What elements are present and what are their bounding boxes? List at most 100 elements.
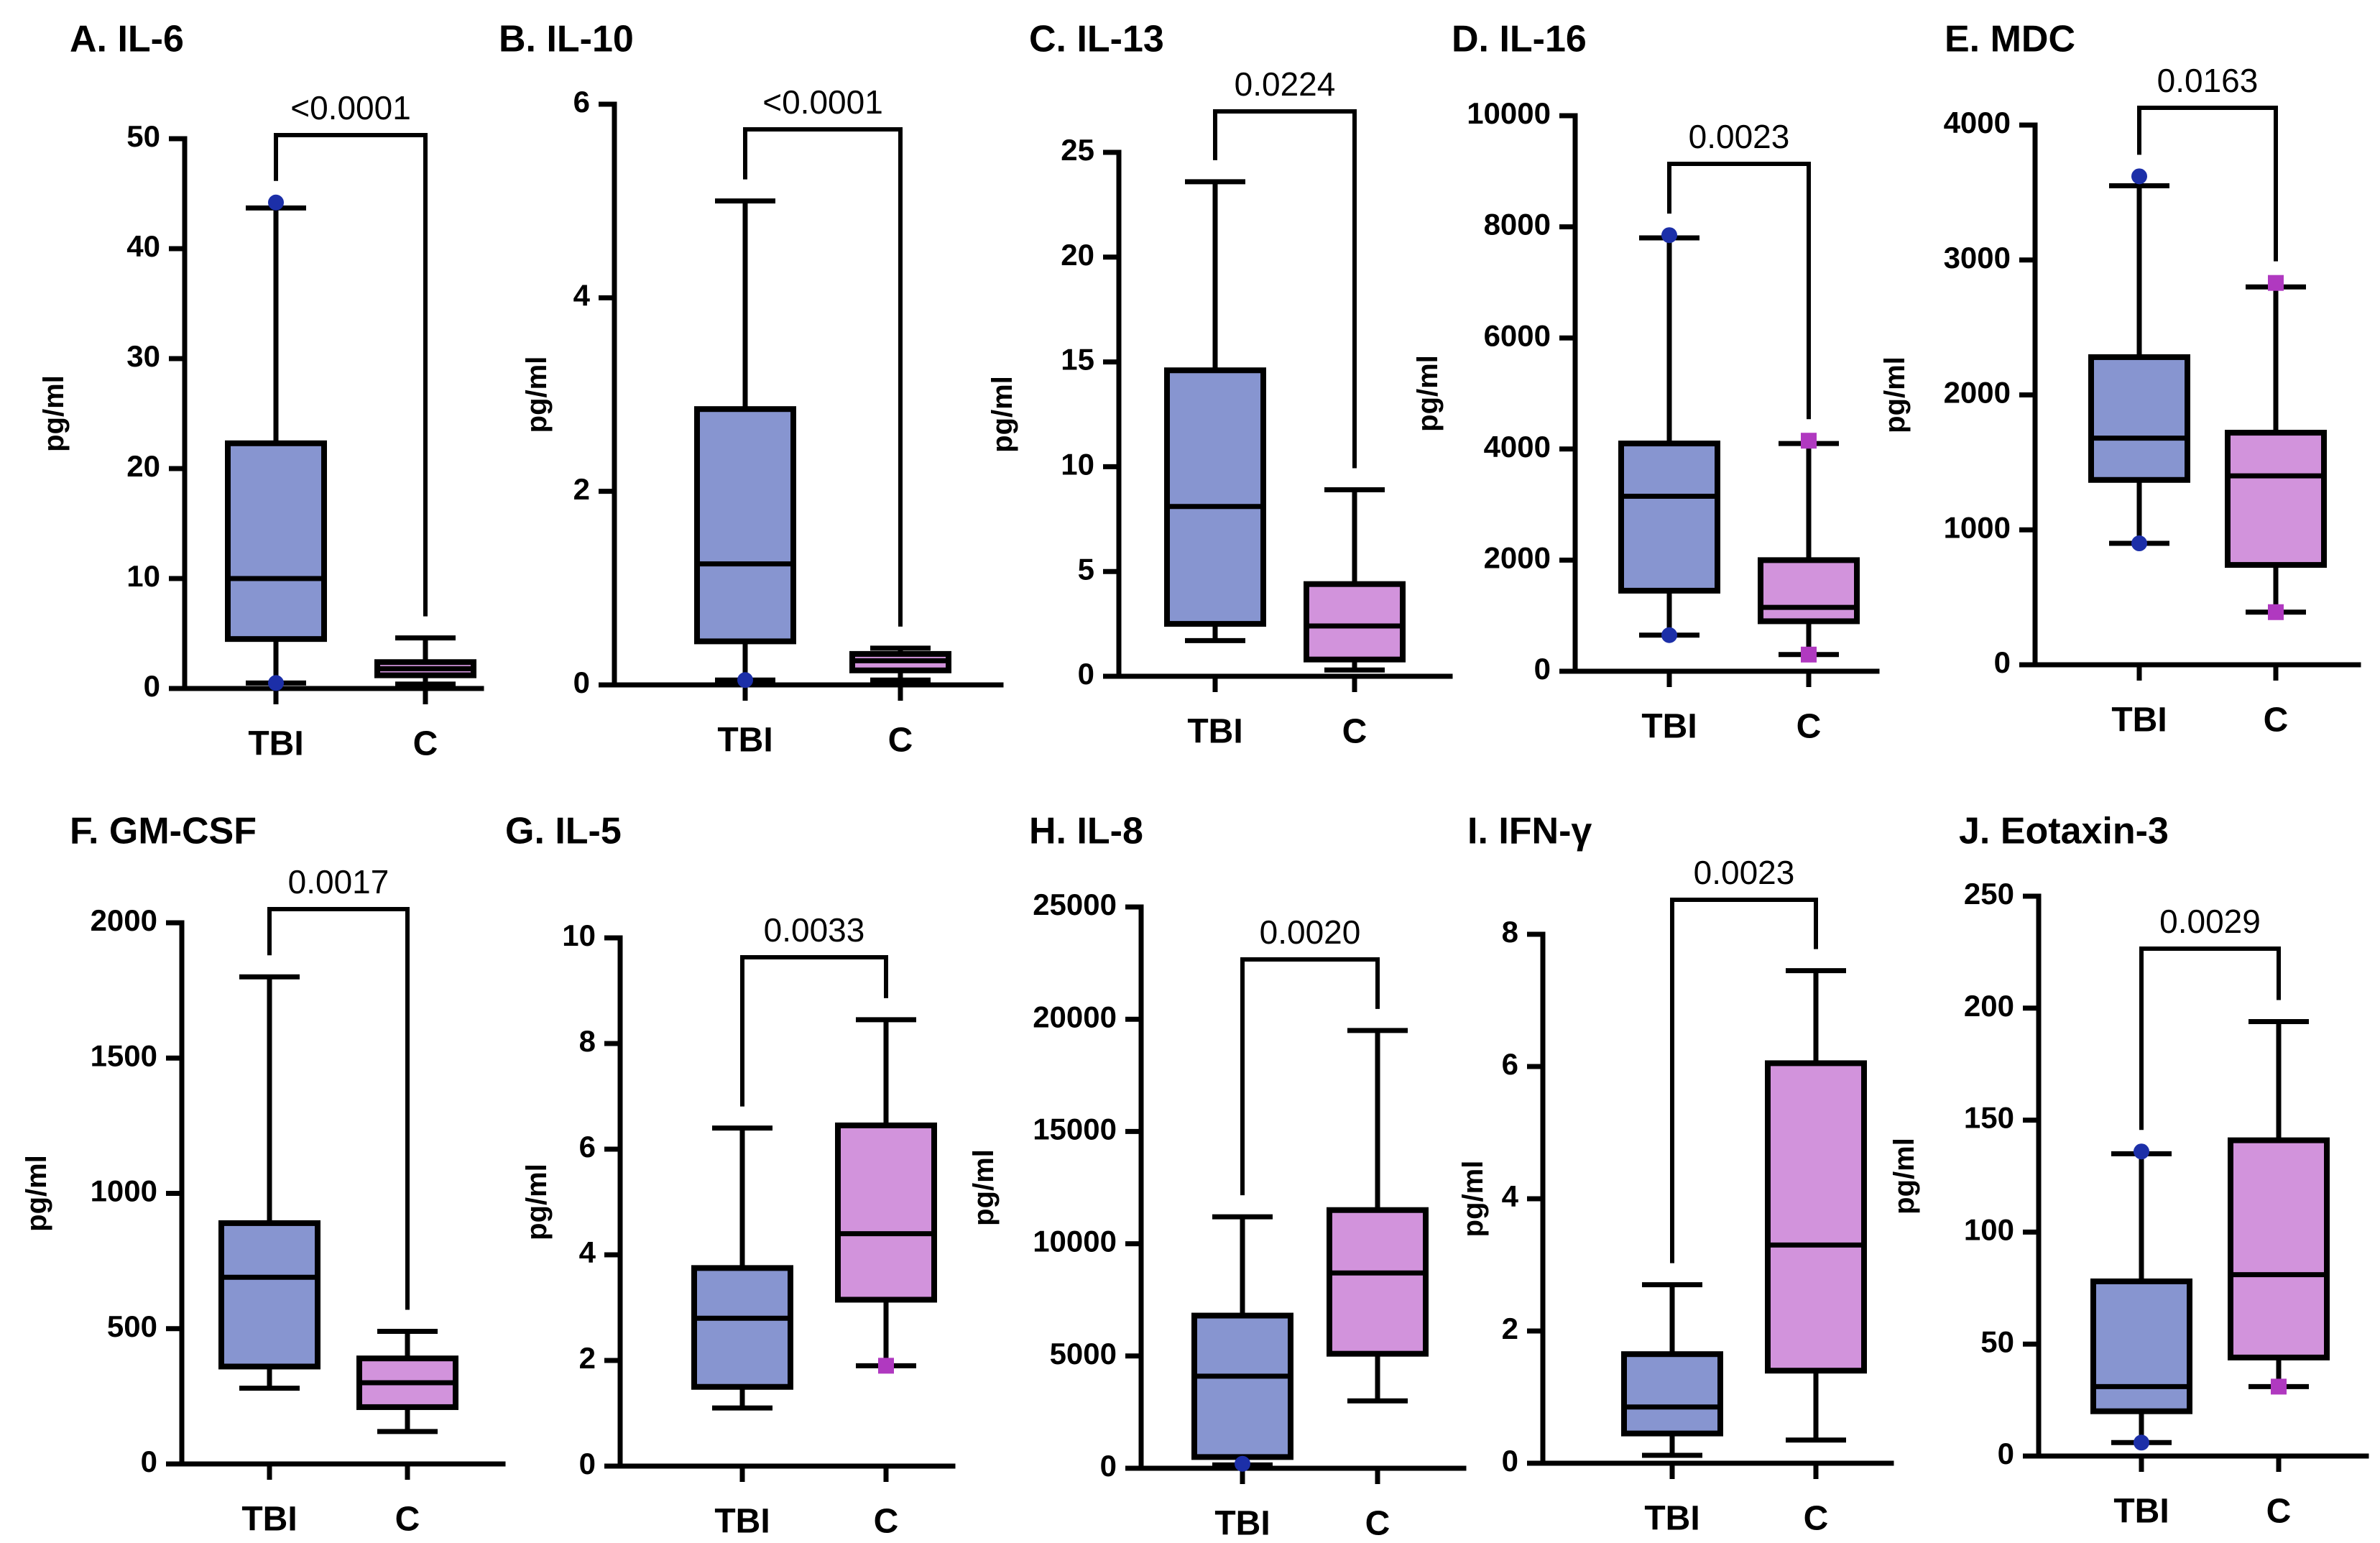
outlier-point	[878, 1358, 894, 1374]
y-tick-label: 50	[1980, 1325, 2014, 1358]
panel-title: B. IL-10	[499, 19, 634, 60]
y-axis-label: pg/ml	[521, 1164, 553, 1240]
significance-bracket	[743, 127, 903, 627]
significance-bracket	[2139, 946, 2281, 1130]
y-tick-label: 8	[579, 1024, 596, 1058]
outlier-point	[2134, 1143, 2149, 1160]
box-tbi	[225, 194, 327, 691]
outlier-point	[1235, 1455, 1250, 1472]
y-tick-label: 0	[1998, 1437, 2014, 1470]
box-tbi	[218, 974, 320, 1391]
y-tick-label: 6	[579, 1130, 596, 1164]
y-tick-label: 10000	[1467, 96, 1551, 130]
x-category-label: TBI	[1644, 1500, 1699, 1538]
iqr-box	[1758, 557, 1860, 625]
y-tick-label: 30	[126, 339, 160, 373]
y-tick-label: 500	[107, 1309, 157, 1343]
y-axis-label: pg/ml	[21, 1155, 52, 1232]
outlier-point	[1661, 627, 1677, 643]
significance-bracket	[740, 955, 888, 1107]
y-tick-label: 150	[1964, 1101, 2014, 1135]
significance-bracket	[267, 907, 410, 1310]
outlier-point	[2131, 535, 2147, 552]
iqr-box	[2090, 1278, 2192, 1414]
panel-title: I. IFN-γ	[1467, 811, 1592, 852]
outlier-point	[1801, 646, 1817, 663]
y-axis-label: pg/ml	[38, 375, 70, 452]
box-c	[849, 645, 951, 683]
y-axis-label: pg/ml	[987, 376, 1018, 453]
y-tick-label: 1000	[1944, 510, 2011, 544]
panel-J: J. Eotaxin-3 pg/ml 0 50 100 150 200 250 TBI C 0.00…	[1888, 811, 2369, 1531]
box-c	[374, 635, 476, 687]
p-value-label: 0.0023	[1689, 118, 1790, 155]
y-tick-label: 0	[144, 669, 160, 703]
p-value-label: 0.0163	[2157, 62, 2259, 99]
x-category-label: C	[1796, 708, 1822, 746]
x-category-label: TBI	[717, 722, 772, 760]
box-tbi	[1164, 179, 1266, 643]
p-value-label: 0.0224	[1235, 65, 1336, 103]
y-tick-label: 40	[126, 229, 160, 263]
y-tick-label: 3000	[1944, 241, 2011, 275]
y-tick-label: 200	[1964, 989, 2014, 1023]
y-tick-label: 5000	[1050, 1337, 1117, 1371]
box-c	[2225, 275, 2327, 620]
iqr-box	[835, 1122, 937, 1303]
iqr-box	[1621, 1351, 1723, 1437]
box-c	[1304, 487, 1406, 673]
p-value-label: <0.0001	[762, 83, 883, 121]
box-c	[835, 1017, 937, 1374]
box-c	[1758, 433, 1860, 663]
significance-bracket	[1240, 957, 1380, 1196]
p-value-label: <0.0001	[290, 89, 411, 126]
x-category-label: C	[1804, 1500, 1829, 1538]
significance-bracket	[1667, 162, 1811, 420]
panel-title: A. IL-6	[70, 19, 184, 60]
p-value-label: 0.0033	[764, 911, 865, 949]
p-value-label: 0.0020	[1260, 913, 1361, 951]
y-tick-label: 8	[1502, 915, 1518, 949]
y-tick-label: 2	[573, 472, 590, 506]
panel-I: I. IFN-γ pg/ml 0 2 4 6 8 TBI C 0.0023	[1457, 811, 1894, 1538]
x-category-label: C	[888, 722, 913, 760]
box-tbi	[2090, 1143, 2192, 1451]
y-tick-label: 1500	[91, 1038, 157, 1072]
panel-title: J. Eotaxin-3	[1959, 811, 2169, 852]
x-category-label: TBI	[248, 725, 303, 763]
y-axis-label: pg/ml	[1888, 1138, 1920, 1215]
x-category-label: C	[2264, 701, 2289, 740]
y-tick-label: 4000	[1484, 430, 1551, 464]
x-category-label: C	[413, 725, 438, 763]
y-tick-label: 25000	[1033, 888, 1117, 921]
outlier-point	[2268, 275, 2284, 291]
y-tick-label: 0	[1994, 645, 2011, 679]
y-tick-label: 0	[573, 665, 590, 699]
x-category-label: TBI	[2113, 1493, 2169, 1531]
panel-title: G. IL-5	[505, 811, 622, 852]
outlier-point	[2131, 168, 2147, 185]
box-tbi	[1618, 227, 1720, 643]
x-category-label: C	[395, 1501, 420, 1539]
y-tick-label: 0	[141, 1445, 157, 1478]
outlier-point	[737, 672, 753, 688]
y-tick-label: 2000	[91, 903, 157, 937]
panel-D: D. IL-16 pg/ml 0 2000 4000 6000 8000 10000 TBI C 0…	[1412, 19, 1880, 746]
y-tick-label: 2000	[1484, 540, 1551, 574]
y-tick-label: 15000	[1033, 1112, 1117, 1146]
y-tick-label: 2000	[1944, 376, 2011, 410]
iqr-box	[1191, 1312, 1293, 1460]
y-tick-label: 6	[573, 85, 590, 119]
y-tick-label: 2	[1502, 1312, 1518, 1345]
y-tick-label: 1000	[91, 1174, 157, 1208]
outlier-point	[2134, 1434, 2149, 1451]
y-tick-label: 2	[579, 1341, 596, 1375]
significance-bracket	[274, 133, 428, 617]
iqr-box	[694, 406, 796, 645]
x-category-label: C	[874, 1503, 899, 1541]
y-tick-label: 0	[1078, 657, 1094, 691]
p-value-label: 0.0023	[1694, 854, 1795, 891]
panel-title: D. IL-16	[1452, 19, 1587, 60]
significance-bracket	[1213, 109, 1357, 469]
y-axis-label: pg/ml	[968, 1149, 1000, 1226]
